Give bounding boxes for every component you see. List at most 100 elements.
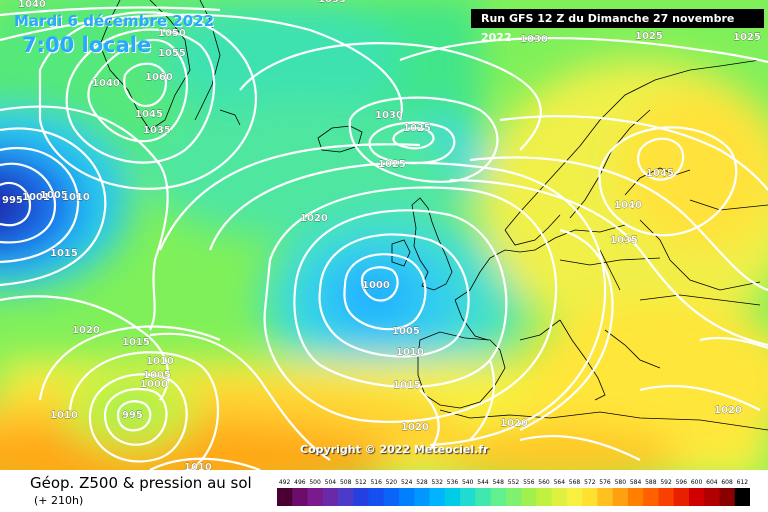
legend-swatch	[368, 488, 385, 506]
legend-swatch	[536, 488, 553, 506]
isobar-label: 1010	[146, 356, 174, 367]
isobar-label: 1050	[158, 28, 186, 39]
legend-swatch	[566, 488, 583, 506]
chart-footer: Géop. Z500 & pression au sol (+ 210h) 49…	[0, 470, 768, 512]
legend-swatch	[460, 488, 476, 506]
legend-label: 500	[309, 479, 321, 486]
forecast-date: Mardi 6 décembre 2022	[14, 12, 215, 30]
isobar-label: 1020	[500, 418, 528, 429]
legend-label: 504	[325, 479, 337, 486]
isobar-label: 1045	[135, 109, 163, 120]
isobar-label: 1005	[40, 190, 68, 201]
legend-swatch	[277, 488, 293, 506]
legend-label: 612	[737, 479, 749, 486]
isobar-label: 1020	[401, 422, 429, 433]
legend-label: 588	[645, 479, 657, 486]
legend-swatch	[704, 488, 720, 506]
isobar-label: 1005	[392, 326, 420, 337]
legend-label: 604	[706, 479, 718, 486]
legend-label: 596	[676, 479, 688, 486]
legend-swatch	[307, 488, 324, 506]
legend-swatch	[719, 488, 736, 506]
legend-swatch	[383, 488, 400, 506]
isobar-label: 1040	[92, 78, 120, 89]
isobars	[0, 6, 768, 470]
model-run-banner: Run GFS 12 Z du Dimanche 27 novembre 202…	[471, 9, 764, 44]
legend-swatch	[673, 488, 690, 506]
legend-label: 576	[599, 479, 611, 486]
isobar-label: 1045	[646, 168, 674, 179]
legend-label: 512	[355, 479, 367, 486]
isobar-label: 1060	[145, 72, 173, 83]
legend-swatch	[292, 488, 309, 506]
isobar-label: 995	[122, 410, 143, 421]
legend-swatch	[414, 488, 431, 506]
isobar-label: 1025	[635, 31, 663, 42]
forecast-lead: (+ 210h)	[34, 494, 84, 507]
legend-swatch	[475, 488, 492, 506]
isobar-label: 1025	[733, 32, 761, 43]
isobar-label: 1035	[318, 0, 346, 5]
isobar-label: 995	[2, 195, 23, 206]
legend-label: 592	[660, 479, 672, 486]
isobar-label: 1020	[300, 213, 328, 224]
legend-label: 580	[615, 479, 627, 486]
legend-swatch	[627, 488, 644, 506]
isobar-values: 1040 1035 1050 1055 1060 1040 1045 1035 1030 1025…	[2, 0, 761, 470]
coastlines	[99, 0, 768, 431]
forecast-time: 7:00 locale	[22, 33, 152, 57]
legend-label: 568	[569, 479, 581, 486]
isobar-label: 1005	[143, 370, 171, 381]
legend-label: 508	[340, 479, 352, 486]
geopotential-field	[0, 0, 768, 470]
isobar-label: 1020	[72, 325, 100, 336]
isobar-label: 1040	[614, 200, 642, 211]
legend-label: 552	[508, 479, 520, 486]
isobar-label: 1055	[158, 48, 186, 59]
isobar-label: 1000	[362, 280, 390, 291]
legend-swatch	[399, 488, 415, 506]
legend-swatch	[658, 488, 675, 506]
isobar-label: 1020	[714, 405, 742, 416]
isobar-label: 1000	[140, 379, 168, 390]
isobar-label: 1010	[62, 192, 90, 203]
legend-label: 572	[584, 479, 596, 486]
legend-label: 496	[294, 479, 306, 486]
legend-swatch	[322, 488, 339, 506]
isobar-label: 1025	[378, 159, 406, 170]
legend-swatch	[490, 488, 507, 506]
legend-label: 548	[492, 479, 504, 486]
legend-label: 584	[630, 479, 642, 486]
isobar-label: 1010	[50, 410, 78, 421]
isobar-label: 1030	[520, 34, 548, 45]
isobar-label: 1010	[184, 462, 212, 470]
chart-title: Géop. Z500 & pression au sol	[30, 474, 252, 492]
legend-label: 524	[401, 479, 413, 486]
legend-label: 516	[370, 479, 382, 486]
copyright-notice: Copyright © 2022 Meteociel.fr	[300, 443, 489, 456]
legend-label: 564	[554, 479, 566, 486]
isobar-label: 1010	[396, 347, 424, 358]
legend-swatch	[338, 488, 354, 506]
legend-swatch	[734, 488, 750, 506]
legend-swatch	[597, 488, 614, 506]
legend-swatch	[582, 488, 598, 506]
weather-map: 1040 1035 1050 1055 1060 1040 1045 1035 1030 1025…	[0, 0, 768, 470]
legend-label: 600	[691, 479, 703, 486]
legend-swatch	[643, 488, 659, 506]
legend-label: 532	[431, 479, 443, 486]
legend-label: 544	[477, 479, 489, 486]
isobar-label: 1015	[50, 248, 78, 259]
color-scale-legend: 492 496 500 504 508 512 516 520 524 528 532 536 540 5…	[277, 479, 750, 506]
legend-swatch	[505, 488, 522, 506]
legend-label: 528	[416, 479, 428, 486]
legend-swatch	[689, 488, 705, 506]
legend-label: 540	[462, 479, 474, 486]
legend-label: 520	[386, 479, 398, 486]
isobar-label: 1025	[403, 123, 431, 134]
legend-label: 536	[447, 479, 459, 486]
isobar-label: 1035	[610, 235, 638, 246]
isobar-label: 1001	[22, 192, 50, 203]
legend-label: 560	[538, 479, 550, 486]
